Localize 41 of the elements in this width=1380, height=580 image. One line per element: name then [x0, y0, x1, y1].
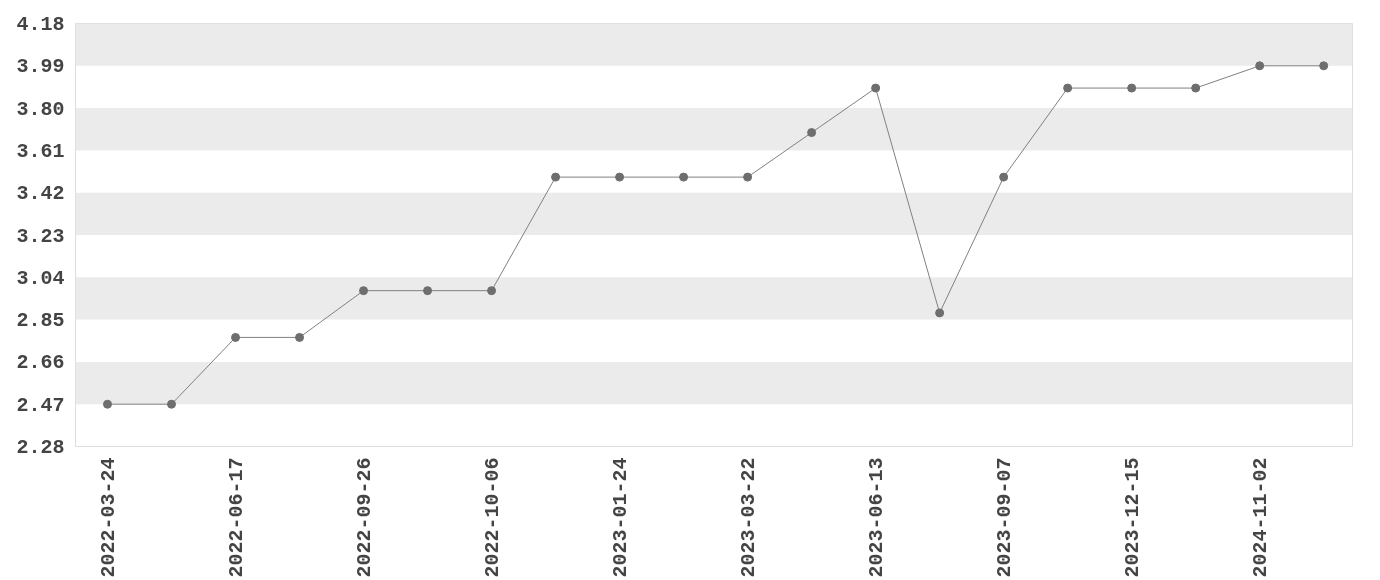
- point: [999, 172, 1009, 182]
- x-tick-label: 2023-06-13: [865, 457, 889, 578]
- y-tick-label: 3.80: [16, 97, 65, 121]
- point: [935, 308, 945, 318]
- point: [167, 399, 177, 409]
- point: [743, 172, 753, 182]
- point: [679, 172, 689, 182]
- point: [1255, 61, 1265, 71]
- x-tick-label: 2023-01-24: [609, 457, 633, 578]
- x-tick-label: 2023-12-15: [1121, 457, 1145, 578]
- point: [103, 399, 113, 409]
- x-tick-label: 2024-11-02: [1249, 457, 1273, 578]
- x-tick-label: 2022-06-17: [225, 457, 249, 578]
- point: [423, 286, 433, 296]
- y-tick-label: 3.42: [16, 182, 65, 206]
- y-tick-label: 2.28: [16, 436, 65, 459]
- point: [551, 172, 561, 182]
- point: [1063, 83, 1073, 93]
- y-tick-label: 3.23: [16, 224, 65, 248]
- x-tick-label: 2022-03-24: [97, 457, 121, 578]
- x-tick-label: 2022-09-26: [353, 457, 377, 578]
- point: [359, 286, 369, 296]
- point: [1319, 61, 1329, 71]
- point: [231, 332, 241, 342]
- point: [295, 332, 305, 342]
- y-tick-label: 2.85: [16, 309, 65, 333]
- x-tick-label: 2022-10-06: [481, 457, 505, 578]
- y-tick-label: 3.99: [16, 55, 65, 79]
- point: [487, 286, 497, 296]
- y-tick-label: 2.47: [16, 393, 65, 417]
- x-tick-label: 2023-03-22: [737, 457, 761, 578]
- point: [615, 172, 625, 182]
- y-tick-label: 4.18: [16, 13, 65, 36]
- x-tick-label: 2023-09-07: [993, 457, 1017, 578]
- y-tick-label: 3.61: [16, 139, 65, 163]
- point: [1127, 83, 1137, 93]
- point: [1191, 83, 1201, 93]
- point: [807, 128, 817, 138]
- y-tick-label: 2.66: [16, 351, 65, 375]
- point: [871, 83, 881, 93]
- y-tick-label: 3.04: [16, 266, 65, 290]
